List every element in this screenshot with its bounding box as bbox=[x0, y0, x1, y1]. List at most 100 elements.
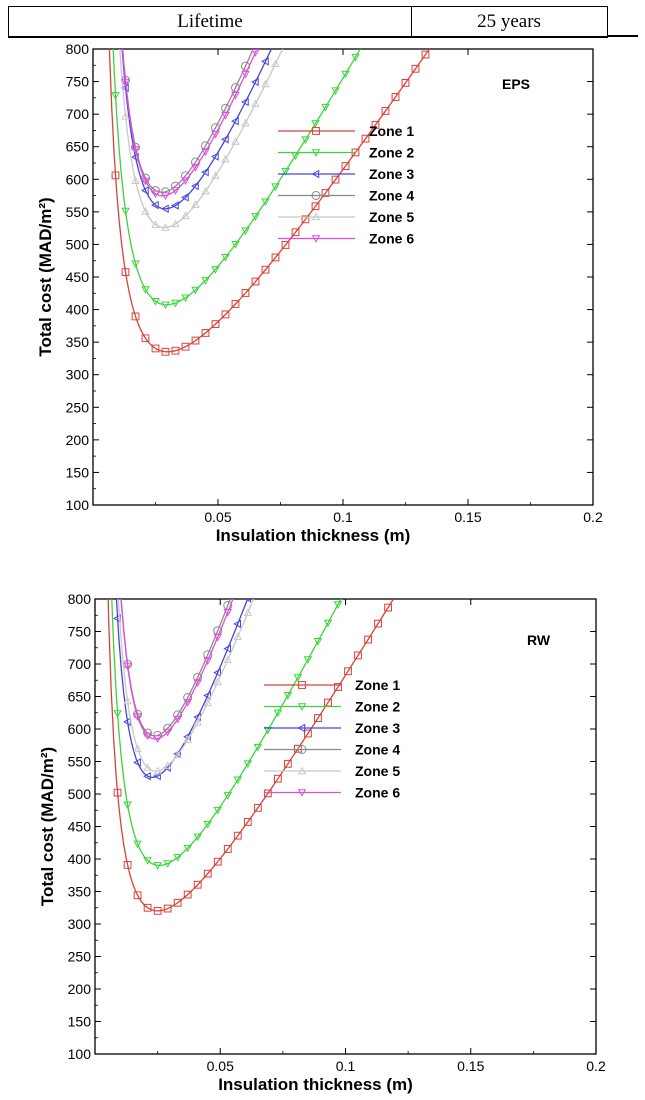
data-point bbox=[143, 732, 152, 741]
data-point bbox=[201, 148, 210, 157]
data-point bbox=[361, 134, 370, 143]
data-point bbox=[211, 320, 220, 329]
data-point bbox=[123, 696, 132, 705]
data-point bbox=[221, 111, 230, 120]
legend-entry-zone-3: Zone 3 bbox=[278, 166, 414, 182]
data-point bbox=[301, 215, 310, 224]
material-annotation: RW bbox=[527, 632, 551, 648]
y-tick-label: 650 bbox=[66, 139, 90, 155]
y-tick-label: 500 bbox=[66, 236, 90, 252]
data-point bbox=[362, 40, 369, 44]
data-point bbox=[191, 181, 199, 191]
x-tick-label: 0.2 bbox=[583, 509, 603, 525]
data-point bbox=[231, 300, 240, 308]
data-point bbox=[243, 760, 253, 769]
data-point bbox=[293, 674, 303, 682]
series-line bbox=[120, 599, 234, 740]
data-point bbox=[251, 77, 259, 87]
y-tick-label: 700 bbox=[66, 106, 90, 122]
data-point bbox=[143, 771, 151, 781]
data-point bbox=[191, 164, 200, 172]
legend-label: Zone 5 bbox=[355, 763, 400, 779]
legend-marker bbox=[297, 703, 307, 711]
data-point bbox=[141, 334, 150, 343]
y-tick-label: 250 bbox=[68, 949, 92, 965]
series-line bbox=[117, 599, 255, 772]
data-point bbox=[203, 869, 212, 878]
data-point bbox=[213, 677, 222, 686]
data-point bbox=[133, 891, 142, 900]
data-point bbox=[231, 137, 240, 145]
data-point bbox=[401, 78, 410, 87]
data-point bbox=[121, 78, 130, 87]
data-point bbox=[183, 890, 192, 899]
data-point bbox=[163, 860, 172, 868]
legend-marker bbox=[311, 212, 321, 221]
legend-label: Zone 1 bbox=[369, 123, 414, 139]
y-tick-label: 150 bbox=[66, 464, 90, 480]
data-point bbox=[183, 732, 191, 741]
series-zone-6 bbox=[120, 599, 234, 744]
data-point bbox=[331, 175, 340, 184]
legend-entry-zone-4: Zone 4 bbox=[278, 188, 414, 204]
data-point bbox=[374, 619, 382, 628]
data-point bbox=[391, 93, 400, 101]
data-point bbox=[161, 192, 170, 200]
series-zone-3 bbox=[121, 49, 273, 214]
data-point bbox=[203, 691, 211, 700]
y-tick-label: 750 bbox=[68, 624, 92, 640]
data-point bbox=[193, 718, 202, 726]
data-point bbox=[143, 728, 153, 738]
data-point bbox=[331, 87, 340, 96]
data-point bbox=[141, 177, 150, 186]
series-line bbox=[108, 49, 431, 353]
data-point bbox=[371, 120, 380, 129]
legend-entry-zone-5: Zone 5 bbox=[264, 763, 400, 779]
data-point bbox=[333, 601, 343, 609]
data-point bbox=[213, 633, 222, 642]
data-point bbox=[261, 79, 270, 88]
data-point bbox=[163, 728, 172, 737]
legend-marker bbox=[297, 789, 307, 797]
material-annotation: EPS bbox=[502, 76, 530, 92]
data-point bbox=[153, 735, 162, 744]
data-point bbox=[294, 744, 302, 753]
data-point bbox=[171, 219, 180, 228]
data-point bbox=[133, 758, 141, 767]
data-point bbox=[253, 803, 262, 812]
data-point bbox=[281, 168, 290, 176]
data-point bbox=[201, 329, 210, 337]
series-line bbox=[121, 49, 258, 197]
data-point bbox=[151, 344, 160, 353]
data-point bbox=[233, 776, 243, 785]
plot-frame bbox=[92, 48, 594, 506]
data-point bbox=[321, 103, 330, 112]
data-point bbox=[311, 202, 320, 211]
data-point bbox=[181, 211, 190, 220]
plot-frame bbox=[94, 598, 597, 1055]
data-point bbox=[153, 730, 163, 740]
legend-label: Zone 6 bbox=[369, 231, 414, 247]
series-line bbox=[115, 599, 249, 779]
series-zone-3 bbox=[113, 599, 252, 781]
data-point bbox=[313, 638, 323, 646]
legend-label: Zone 1 bbox=[355, 677, 400, 693]
data-point bbox=[213, 857, 222, 866]
data-point bbox=[334, 683, 342, 691]
y-tick-label: 100 bbox=[68, 1046, 92, 1062]
legend-label: Zone 6 bbox=[355, 785, 400, 801]
data-point bbox=[143, 763, 152, 771]
data-point bbox=[181, 342, 190, 351]
series-zone-5 bbox=[119, 49, 284, 231]
data-point bbox=[233, 619, 242, 629]
data-point bbox=[231, 241, 240, 249]
series-line bbox=[107, 599, 395, 912]
data-point bbox=[131, 176, 140, 184]
legend-marker bbox=[311, 235, 321, 243]
data-point bbox=[181, 294, 190, 303]
data-point bbox=[153, 766, 162, 775]
data-point bbox=[311, 120, 320, 128]
data-point bbox=[121, 268, 130, 277]
y-tick-label: 550 bbox=[68, 754, 92, 770]
data-point bbox=[223, 644, 231, 653]
